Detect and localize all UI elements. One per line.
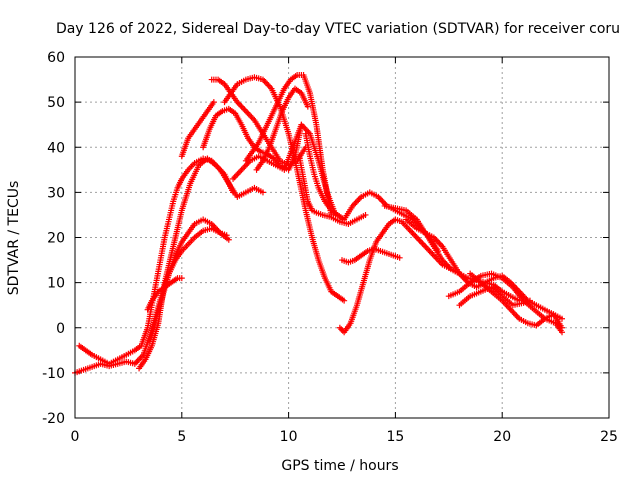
series-sat-l	[253, 85, 311, 173]
series-sat-j	[242, 72, 335, 218]
y-tick-label: 20	[47, 231, 65, 247]
x-tick-label: 0	[71, 429, 80, 445]
x-tick-label: 15	[386, 429, 404, 445]
y-tick-label: 40	[47, 140, 65, 156]
y-tick-label: 10	[47, 276, 65, 292]
y-tick-label: -20	[42, 411, 65, 427]
series-sat-b	[146, 225, 230, 345]
series-sat-r	[403, 216, 566, 322]
x-tick-label: 20	[493, 429, 511, 445]
series-sat-k	[230, 121, 339, 218]
series-sat-p	[336, 216, 463, 336]
x-tick-label: 25	[600, 429, 618, 445]
y-tick-label: 60	[47, 50, 65, 66]
data-point	[396, 254, 403, 261]
x-tick-label: 10	[280, 429, 298, 445]
y-tick-label: 30	[47, 185, 65, 201]
data-point	[559, 324, 566, 331]
series-sat-u	[456, 284, 533, 309]
series-line	[339, 218, 460, 334]
y-tick-label: 50	[47, 95, 65, 111]
data-point	[210, 99, 217, 106]
chart-title: Day 126 of 2022, Sidereal Day-to-day VTE…	[56, 21, 620, 37]
y-tick-label: -10	[42, 366, 65, 382]
series-sat-m	[296, 153, 369, 227]
plot-frame	[74, 56, 610, 419]
data-series	[72, 72, 566, 376]
series-sat-s	[445, 270, 566, 336]
y-axis-label: SDTVAR / TECUs	[6, 181, 22, 296]
data-point	[559, 315, 566, 322]
series-sat-q	[381, 202, 523, 304]
data-point	[225, 236, 232, 243]
data-point	[230, 189, 237, 196]
y-axis: -20 -10 0 10 20 30 40 50 60	[42, 50, 609, 427]
y-tick-label: 0	[56, 321, 65, 337]
series-sat-e	[136, 155, 237, 372]
x-tick-label: 5	[177, 429, 186, 445]
series-sat-f	[178, 99, 217, 160]
data-point	[362, 211, 369, 218]
data-point	[341, 297, 348, 304]
grid-lines	[75, 57, 609, 418]
data-point	[259, 189, 266, 196]
data-point	[304, 103, 311, 110]
x-axis-label: GPS time / hours	[281, 458, 398, 474]
data-point	[526, 297, 533, 304]
data-point	[178, 275, 185, 282]
data-point	[223, 232, 230, 239]
x-axis: 0 5 10 15 20 25	[71, 57, 618, 445]
